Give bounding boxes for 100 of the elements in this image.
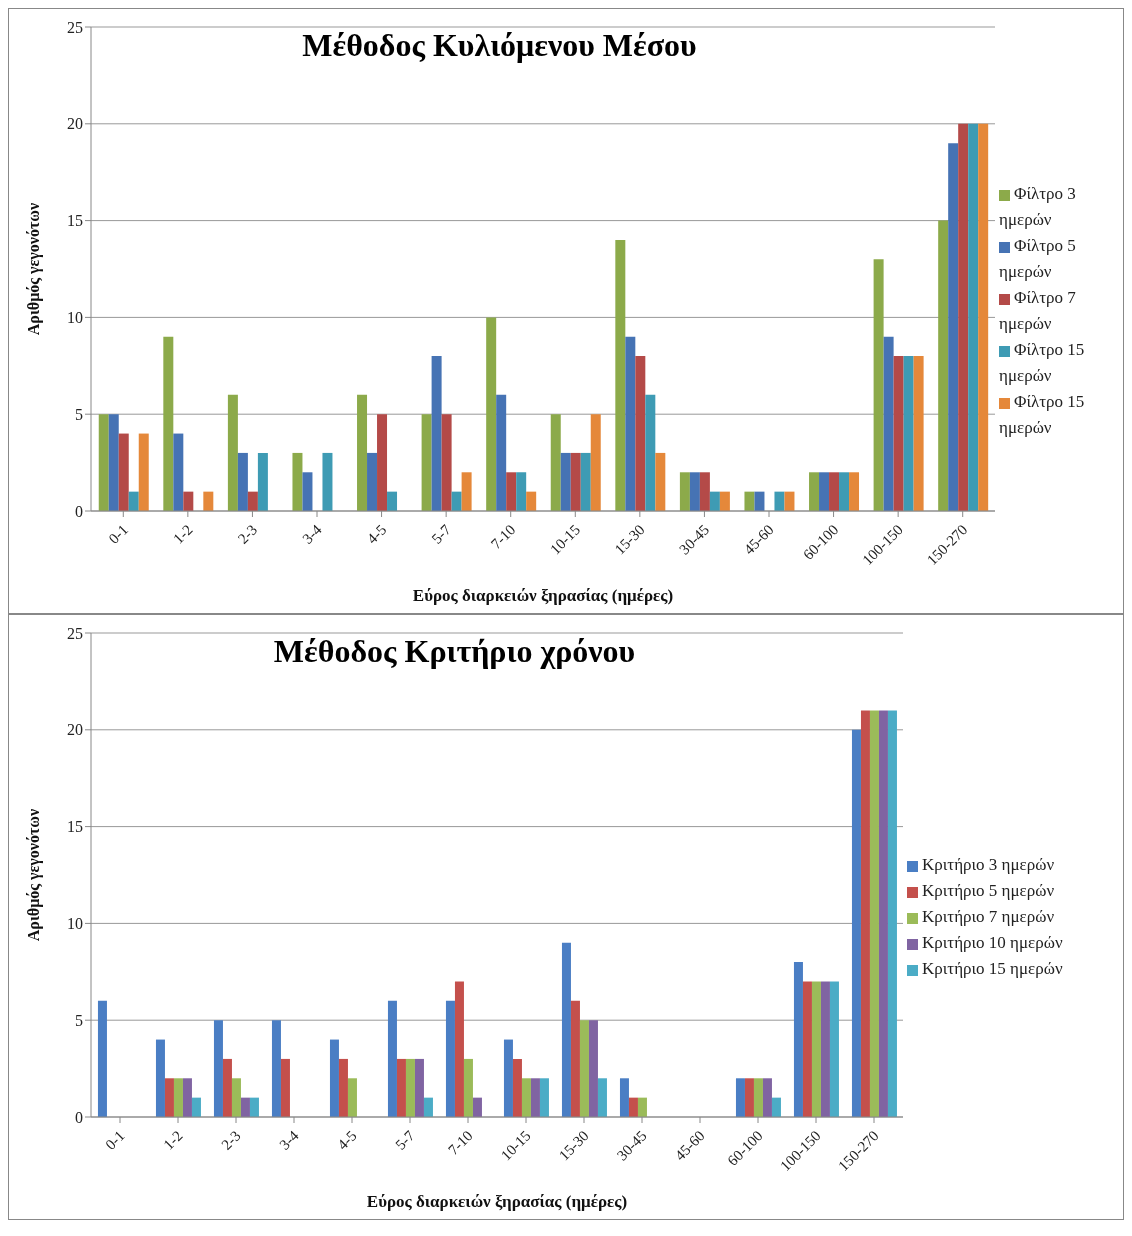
bar	[257, 452, 268, 511]
bar	[829, 981, 839, 1117]
x-tick-label: 7-10	[445, 1127, 476, 1159]
x-tick-label: 4-5	[363, 521, 390, 547]
bar	[820, 981, 830, 1117]
bar	[240, 1097, 250, 1117]
bar	[213, 1020, 223, 1117]
bar	[338, 1058, 348, 1117]
bar	[771, 1097, 781, 1117]
y-tick-label: 15	[67, 818, 83, 836]
bar	[521, 1078, 531, 1117]
bar	[506, 472, 517, 511]
bar	[173, 433, 184, 511]
bar	[347, 1078, 357, 1117]
bar	[231, 1078, 241, 1117]
x-tick-label: 3-4	[299, 521, 326, 547]
chart-title: Μέθοδος Κριτήριο χρόνου	[273, 633, 636, 669]
bar	[709, 491, 720, 511]
bar	[793, 962, 803, 1117]
legend-label: Φίλτρο 15 ημερών	[999, 392, 1085, 437]
bar	[423, 1097, 433, 1117]
y-tick-label: 5	[75, 1011, 83, 1029]
bar	[753, 1078, 763, 1117]
legend-label: Κριτήριο 10 ημερών	[922, 933, 1063, 952]
x-tick-label: 2-3	[218, 1127, 244, 1153]
bar	[387, 491, 398, 511]
bar	[699, 472, 710, 511]
bar	[451, 491, 462, 511]
bar	[774, 491, 785, 511]
bar	[744, 491, 755, 511]
bar	[421, 414, 432, 511]
bar	[625, 336, 636, 511]
bar	[784, 491, 795, 511]
bar	[512, 1058, 522, 1117]
bar	[588, 1020, 598, 1117]
bar	[561, 942, 571, 1117]
bar	[155, 1039, 165, 1117]
bar	[839, 472, 850, 511]
bar	[829, 472, 840, 511]
bar	[744, 1078, 754, 1117]
bar	[496, 394, 507, 511]
bar	[405, 1058, 415, 1117]
y-tick-label: 10	[67, 309, 83, 327]
x-axis-title: Εύρος διαρκειών ξηρασίας (ημέρες)	[366, 1192, 628, 1211]
bar	[486, 317, 497, 511]
bar	[635, 356, 646, 511]
x-tick-label: 5-7	[428, 521, 455, 547]
bar	[138, 433, 149, 511]
bar	[655, 452, 666, 511]
bar	[530, 1078, 540, 1117]
bar	[560, 452, 571, 511]
bar	[302, 472, 313, 511]
bar	[619, 1078, 629, 1117]
bar	[431, 356, 442, 511]
chart-title: Μέθοδος Κυλιόμενου Μέσου	[302, 27, 697, 63]
bar	[164, 1078, 174, 1117]
bar	[357, 394, 368, 511]
y-axis-title: Αριθμός γεγονότων	[24, 808, 43, 942]
bar	[280, 1058, 290, 1117]
x-tick-label: 0-1	[105, 521, 132, 547]
bar	[978, 123, 989, 511]
bar	[913, 356, 924, 511]
bar	[679, 472, 690, 511]
legend-label: Κριτήριο 15 ημερών	[922, 959, 1063, 978]
bar	[893, 356, 904, 511]
legend-label: Φίλτρο 15 ημερών	[999, 340, 1085, 385]
bar	[819, 472, 830, 511]
bar	[118, 433, 129, 511]
bar	[377, 414, 388, 511]
y-tick-label: 5	[75, 405, 83, 423]
bar	[887, 710, 897, 1117]
bar	[203, 491, 214, 511]
bar	[227, 394, 238, 511]
bar	[191, 1097, 201, 1117]
bar	[173, 1078, 183, 1117]
bar	[183, 491, 194, 511]
x-tick-label: 5-7	[392, 1127, 419, 1153]
x-tick-label: 1-2	[160, 1127, 186, 1153]
bar	[237, 452, 248, 511]
bar	[516, 472, 527, 511]
bar	[247, 491, 258, 511]
bar	[387, 1000, 397, 1117]
bar	[108, 414, 119, 511]
bar	[441, 414, 452, 511]
bar	[580, 452, 591, 511]
bar	[754, 491, 765, 511]
bar	[802, 981, 812, 1117]
bar	[163, 336, 174, 511]
legend-label: Φίλτρο 5 ημερών	[999, 236, 1076, 281]
bar	[454, 981, 464, 1117]
y-tick-label: 0	[75, 502, 83, 520]
bar	[938, 220, 949, 511]
bar	[570, 452, 581, 511]
x-tick-label: 7-10	[487, 521, 519, 553]
bar	[948, 143, 959, 511]
bar	[445, 1000, 455, 1117]
bar	[851, 729, 861, 1117]
bar	[860, 710, 870, 1117]
bar	[873, 259, 884, 511]
bar	[719, 491, 730, 511]
